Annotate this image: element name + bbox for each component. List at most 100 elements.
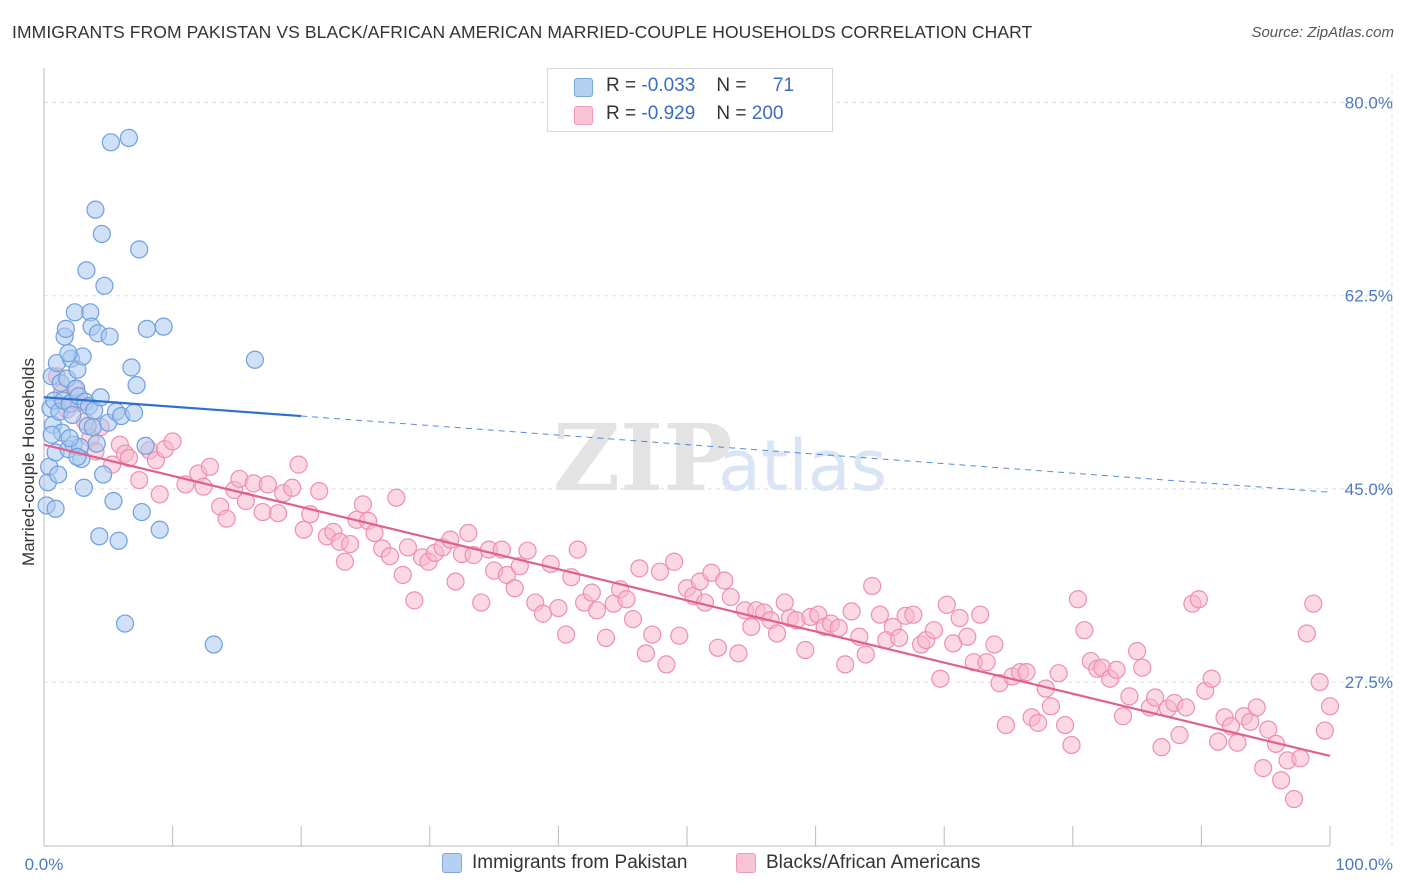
black-point-170 <box>1189 590 1208 609</box>
pakistan-point-29 <box>77 261 96 280</box>
y-tick-label-3: 80.0% <box>1345 94 1393 113</box>
correlation-legend: R = -0.033 N = 71 R = -0.929 N = 200 <box>547 68 833 132</box>
black-point-157 <box>1107 660 1126 679</box>
pakistan-point-57 <box>137 319 156 338</box>
pakistan-point-34 <box>83 417 102 437</box>
axes <box>43 68 1331 847</box>
trend-pakistan-dashed <box>301 415 1331 493</box>
pakistan-point-36 <box>87 434 106 453</box>
black-point-145 <box>1028 713 1048 732</box>
watermark: ZIP atlas <box>553 404 887 512</box>
bottom-legend-label-black: Blacks/African Americans <box>766 852 981 873</box>
black-point-117 <box>842 602 861 621</box>
legend-r-value: -0.929 <box>641 103 696 124</box>
y-tick-label-1: 45.0% <box>1345 480 1393 499</box>
pakistan-point-52 <box>124 403 144 422</box>
black-point-129 <box>924 621 944 640</box>
black-point-164 <box>1152 738 1171 757</box>
black-point-180 <box>1254 759 1273 778</box>
black-point-131 <box>937 595 956 614</box>
y-tick-labels: 27.5% 45.0% 62.5% 80.0% <box>1345 94 1393 692</box>
black-point-191 <box>1320 697 1340 716</box>
black-point-186 <box>1291 749 1310 768</box>
black-point-49 <box>387 488 406 507</box>
y-tick-label-2: 62.5% <box>1345 287 1393 306</box>
black-point-35 <box>294 520 313 539</box>
pakistan-point-53 <box>127 376 146 395</box>
black-point-130 <box>931 669 950 688</box>
black-point-91 <box>670 626 689 645</box>
black-point-88 <box>650 562 670 581</box>
black-point-126 <box>904 605 923 624</box>
black-point-78 <box>582 583 601 602</box>
black-point-99 <box>721 587 740 607</box>
black-point-71 <box>533 604 553 623</box>
black-point-189 <box>1310 672 1329 692</box>
black-point-133 <box>950 608 969 628</box>
black-point-84 <box>623 610 643 629</box>
black-point-89 <box>657 655 676 674</box>
black-point-52 <box>405 591 424 610</box>
x-tick-label-1: 100.0% <box>1335 855 1393 874</box>
black-point-74 <box>557 625 576 644</box>
black-point-44 <box>353 495 373 514</box>
black-point-29 <box>253 502 272 522</box>
black-point-30 <box>258 475 277 494</box>
source-label: Source: ZipAtlas.com <box>1251 24 1394 41</box>
black-point-148 <box>1049 664 1068 683</box>
black-point-158 <box>1113 707 1133 726</box>
x-tick-label-0: 0.0% <box>25 855 64 874</box>
black-point-69 <box>518 541 537 560</box>
black-point-48 <box>380 547 400 566</box>
pakistan-point-59 <box>154 317 173 336</box>
pakistan-point-13 <box>56 319 75 338</box>
black-point-110 <box>796 640 815 660</box>
legend-text-pakistan: R = -0.033 N = 71 <box>606 75 794 97</box>
black-point-167 <box>1170 725 1189 745</box>
black-point-106 <box>767 624 787 643</box>
pakistan-point-55 <box>132 502 151 522</box>
pakistan-point-38 <box>90 527 109 546</box>
black-point-98 <box>715 571 734 590</box>
black-point-134 <box>958 627 977 646</box>
black-point-147 <box>1041 697 1061 716</box>
legend-r-value: -0.033 <box>641 75 696 96</box>
pakistan-point-58 <box>150 520 169 539</box>
black-point-102 <box>742 617 761 636</box>
trend-lines <box>43 396 1331 758</box>
pakistan-point-18 <box>63 405 82 425</box>
black-point-90 <box>665 552 684 571</box>
black-point-100 <box>729 644 748 663</box>
bottom-legend-swatch-blue <box>442 853 462 873</box>
black-point-143 <box>1017 663 1036 682</box>
black-point-24 <box>217 509 236 528</box>
pakistan-point-35 <box>86 200 105 219</box>
black-point-163 <box>1146 688 1165 707</box>
pakistan-point-65 <box>49 465 68 484</box>
legend-swatch-pink <box>574 106 593 125</box>
pakistan-point-40 <box>94 465 113 484</box>
black-point-37 <box>310 481 329 501</box>
black-point-136 <box>971 605 990 624</box>
black-point-42 <box>340 534 360 554</box>
black-point-12 <box>119 448 138 468</box>
black-point-150 <box>1062 735 1081 755</box>
y-axis-label: Married-couple Households <box>19 358 38 566</box>
black-point-16 <box>150 485 169 504</box>
black-point-124 <box>890 628 909 647</box>
pakistan-point-47 <box>109 531 128 550</box>
black-point-120 <box>863 576 882 596</box>
pakistan-point-27 <box>74 478 93 497</box>
pakistan-point-69 <box>59 344 78 363</box>
pakistan-point-49 <box>115 614 135 633</box>
black-point-181 <box>1259 720 1278 739</box>
black-point-151 <box>1068 590 1088 609</box>
black-point-97 <box>708 638 727 657</box>
black-point-18 <box>163 432 182 451</box>
chart-title: IMMIGRANTS FROM PAKISTAN VS BLACK/AFRICA… <box>12 22 1033 42</box>
legend-swatch-blue <box>574 78 593 97</box>
black-point-58 <box>446 572 465 591</box>
black-point-140 <box>996 715 1016 735</box>
black-point-31 <box>268 504 288 523</box>
